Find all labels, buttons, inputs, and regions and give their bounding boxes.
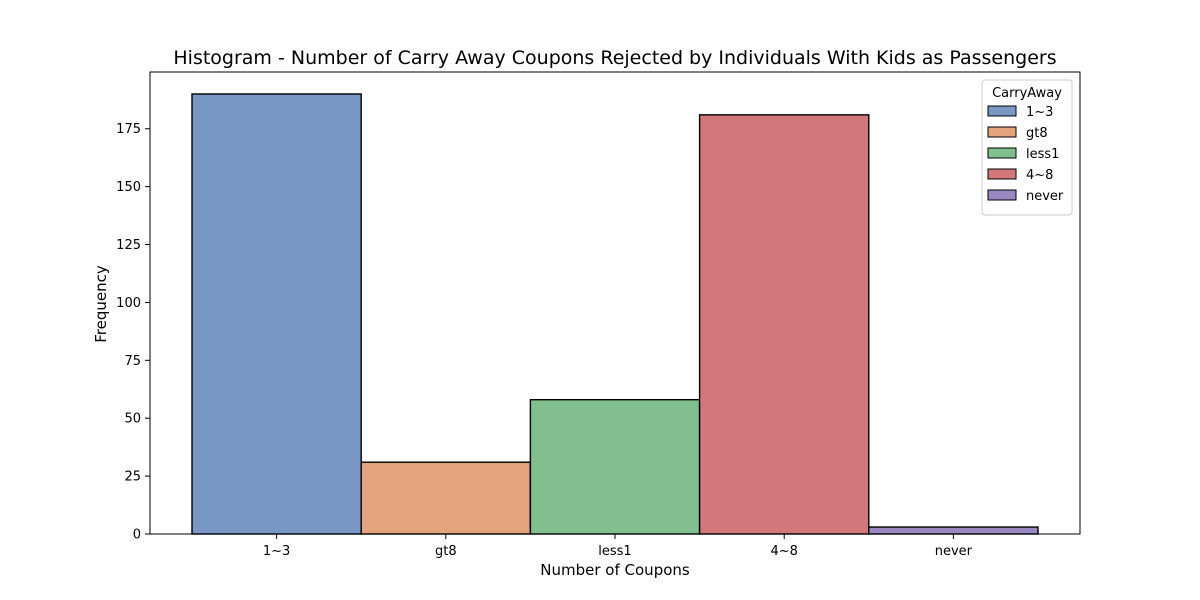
legend-swatch-never xyxy=(987,189,1017,201)
legend: CarryAway 1~3 gt8 less1 4~8 never xyxy=(981,79,1073,216)
x-tick-label: 1~3 xyxy=(263,544,290,559)
bar-never xyxy=(868,526,1039,535)
y-tick-label: 0 xyxy=(133,528,141,543)
legend-swatch-gt8 xyxy=(987,126,1017,138)
y-tick-label: 100 xyxy=(116,296,141,311)
y-tick-label: 75 xyxy=(124,354,141,369)
bars-layer xyxy=(191,93,1039,535)
legend-swatch-1~3 xyxy=(987,105,1017,117)
x-tick-label: 4~8 xyxy=(770,544,797,559)
y-axis-label: Frequency xyxy=(92,265,110,343)
bar-4~8 xyxy=(698,114,870,535)
bar-1~3 xyxy=(191,93,362,535)
x-tick-label: gt8 xyxy=(435,544,457,559)
chart-title: Histogram - Number of Carry Away Coupons… xyxy=(173,47,1056,69)
y-tick-label: 25 xyxy=(124,470,141,485)
y-tick-label: 50 xyxy=(124,412,141,427)
y-tick-label: 175 xyxy=(116,122,141,137)
legend-swatch-less1 xyxy=(987,147,1017,159)
legend-label-4~8: 4~8 xyxy=(1026,168,1053,183)
legend-title: CarryAway xyxy=(992,86,1062,101)
legend-label-never: never xyxy=(1026,189,1064,204)
legend-label-gt8: gt8 xyxy=(1026,126,1048,141)
x-tick-label: never xyxy=(935,544,973,559)
x-tick-label: less1 xyxy=(598,544,631,559)
bar-gt8 xyxy=(360,461,532,535)
axes-layer: 0 25 50 75 100 125 150 175 1~3 gt8 less1 4~8 never xyxy=(116,71,1081,559)
legend-label-less1: less1 xyxy=(1026,147,1059,162)
y-tick-label: 125 xyxy=(116,238,141,253)
bar-less1 xyxy=(529,398,701,535)
legend-swatch-4~8 xyxy=(987,168,1017,180)
y-tick-label: 150 xyxy=(116,180,141,195)
legend-label-1~3: 1~3 xyxy=(1026,105,1053,120)
x-axis-label: Number of Coupons xyxy=(540,561,690,579)
